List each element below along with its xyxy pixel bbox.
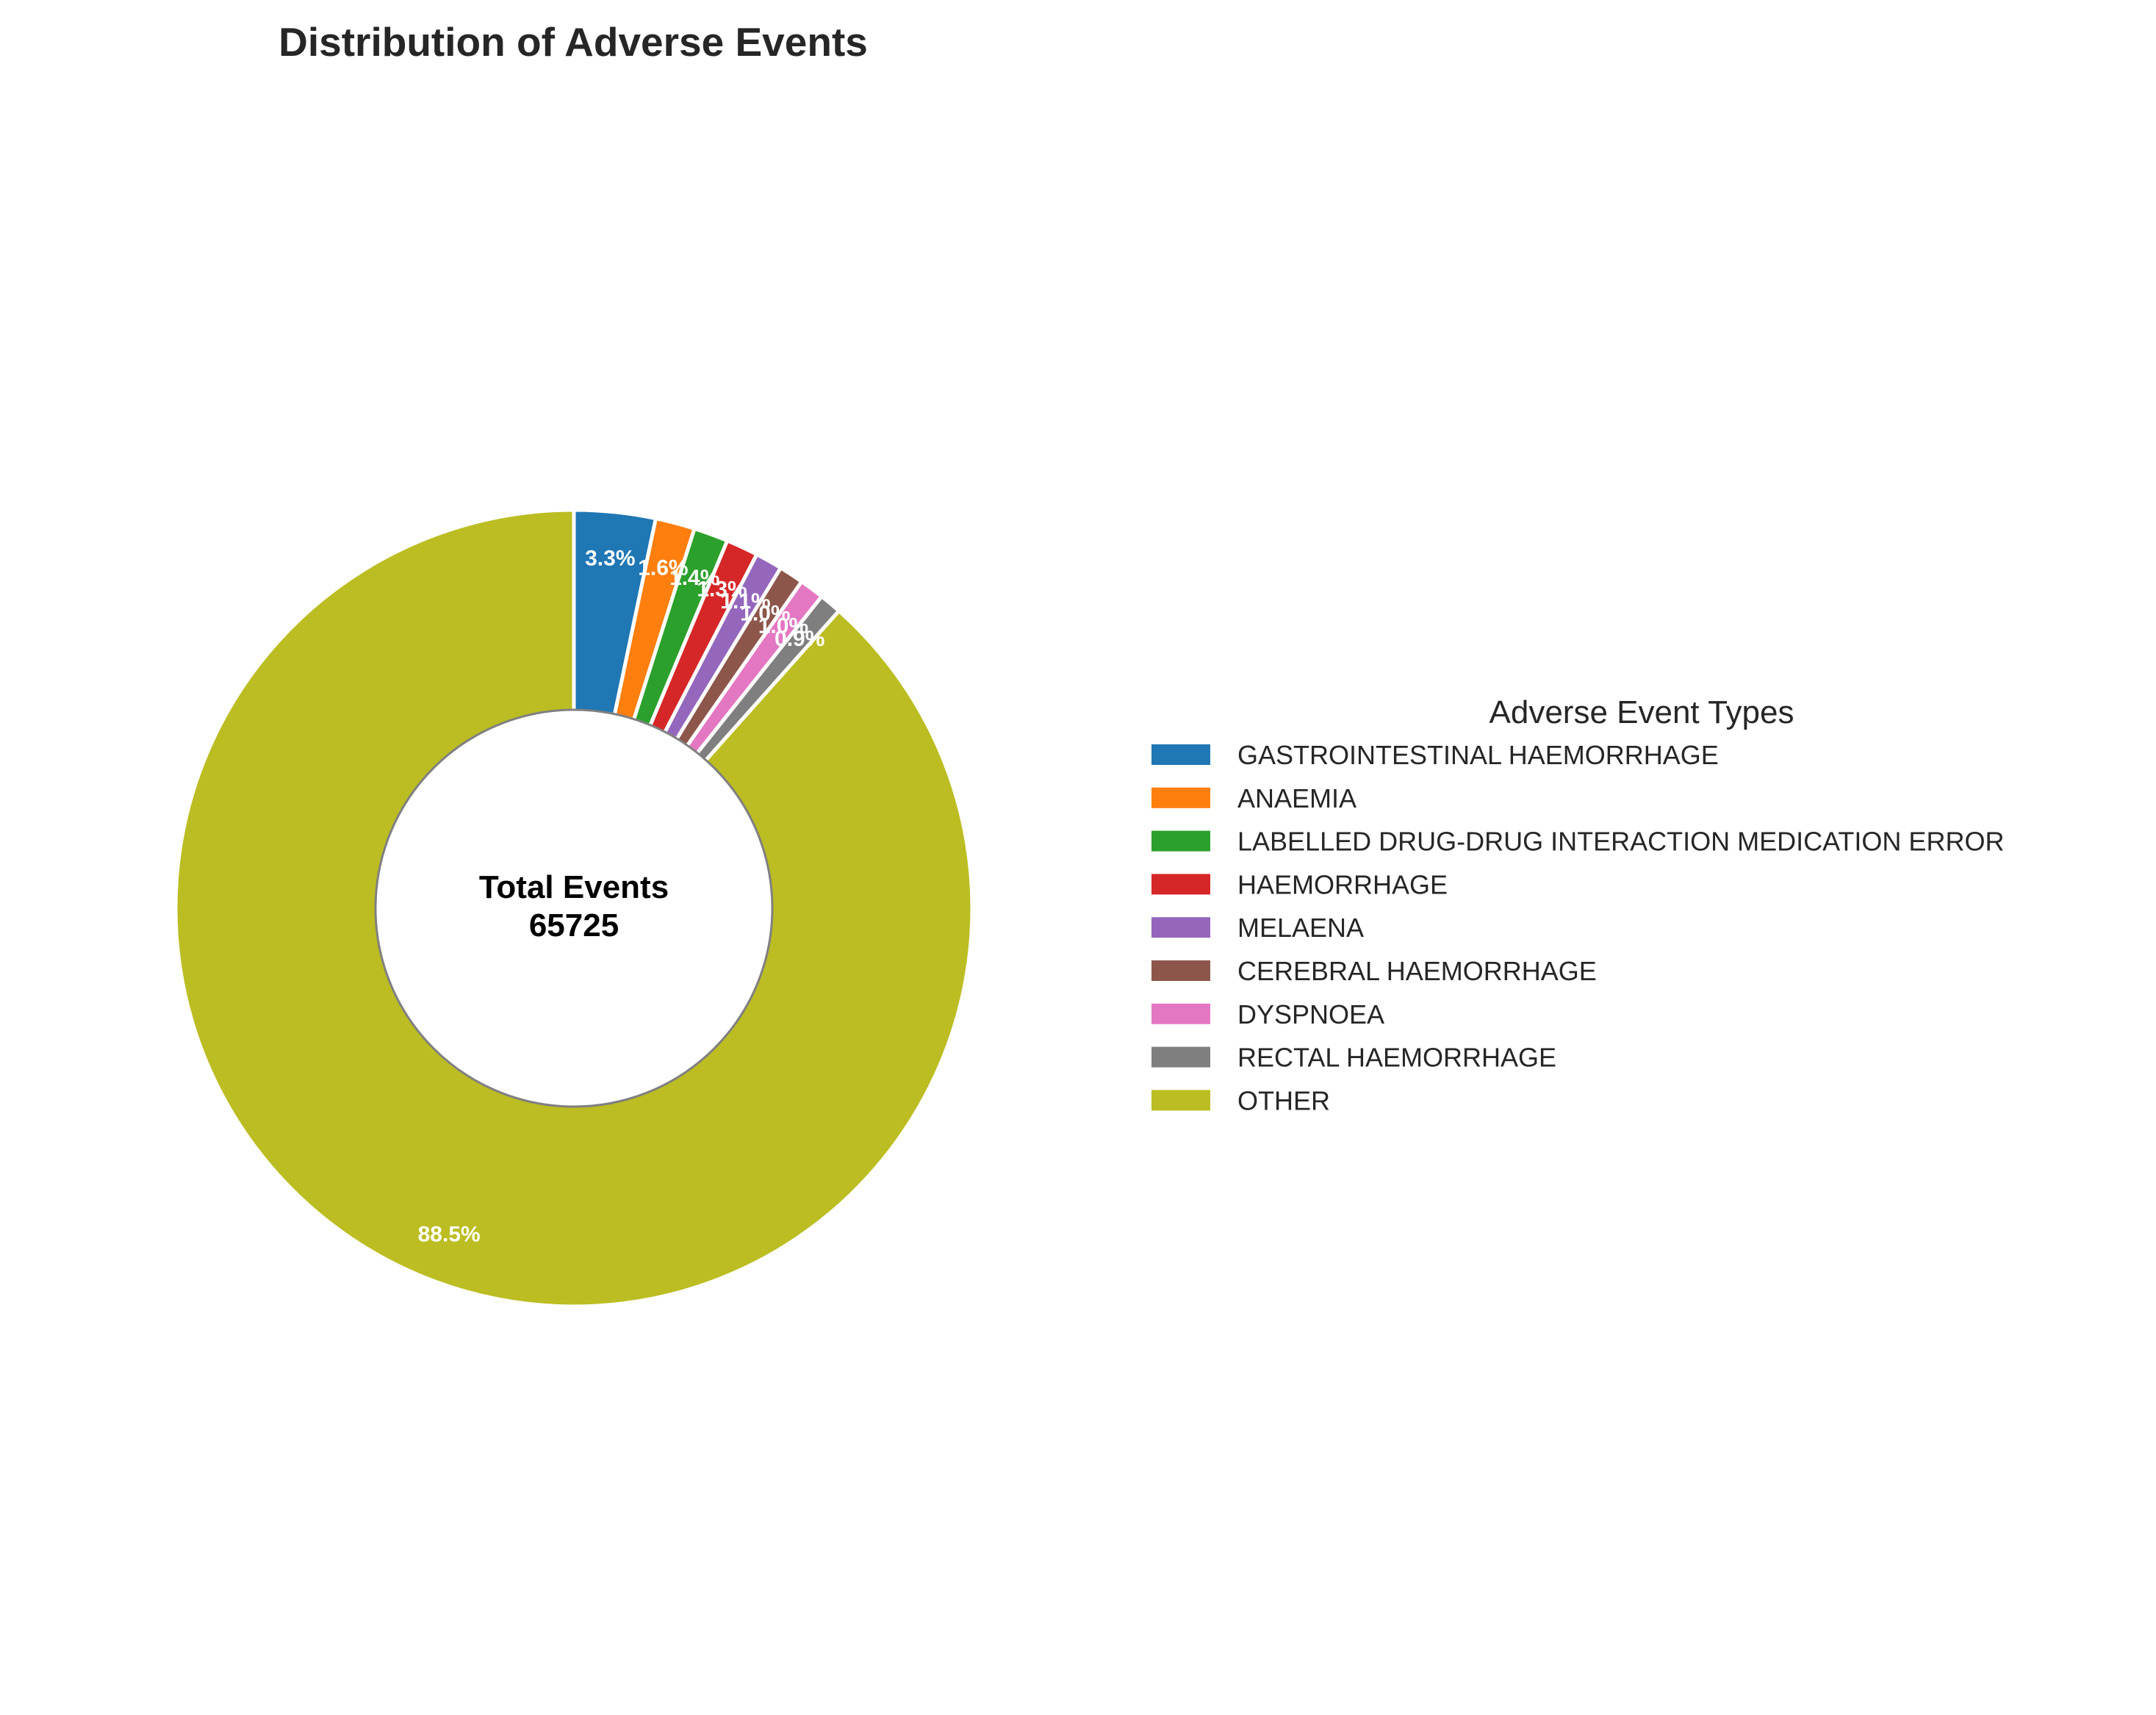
legend-label: ANAEMIA	[1237, 783, 1357, 813]
pct-label-rectal-haemorrhage: 0.9%	[775, 627, 824, 651]
center-total-label: Total Events	[479, 869, 669, 905]
legend-swatch	[1151, 787, 1210, 808]
legend-item-cerebral-haemorrhage: CEREBRAL HAEMORRHAGE	[1151, 956, 1597, 986]
pct-label-gastrointestinal-haemorrhage: 3.3%	[585, 547, 635, 571]
legend-label: CEREBRAL HAEMORRHAGE	[1237, 956, 1597, 986]
legend-title: Adverse Event Types	[1490, 694, 1794, 730]
pct-label-anaemia: 1.6%	[638, 556, 688, 580]
pct-label-cerebral-haemorrhage: 1.0%	[740, 601, 790, 625]
legend-label: DYSPNOEA	[1237, 999, 1384, 1029]
legend-item-dyspnoea: DYSPNOEA	[1151, 999, 1384, 1029]
legend-swatch	[1151, 917, 1210, 938]
chart-title: Distribution of Adverse Events	[279, 19, 868, 65]
pct-label-haemorrhage: 1.3%	[697, 578, 747, 602]
legend-item-gastrointestinal-haemorrhage: GASTROINTESTINAL HAEMORRHAGE	[1151, 740, 1719, 770]
legend-label: RECTAL HAEMORRHAGE	[1237, 1043, 1556, 1073]
legend-label: MELAENA	[1237, 913, 1364, 943]
legend-swatch	[1151, 1046, 1210, 1068]
legend-item-rectal-haemorrhage: RECTAL HAEMORRHAGE	[1151, 1043, 1556, 1073]
legend-item-other: OTHER	[1151, 1085, 1330, 1115]
legend-swatch	[1151, 1090, 1210, 1111]
legend-swatch	[1151, 960, 1210, 981]
legend-swatch	[1151, 1003, 1210, 1024]
legend-item-melaena: MELAENA	[1151, 913, 1364, 943]
legend-swatch	[1151, 874, 1210, 895]
legend: Adverse Event Types GASTROINTESTINAL HAE…	[1151, 694, 2004, 1115]
pct-label-melaena: 1.1%	[720, 589, 770, 614]
legend-label: HAEMORRHAGE	[1237, 869, 1448, 899]
legend-item-anaemia: ANAEMIA	[1151, 783, 1357, 813]
legend-swatch	[1151, 744, 1210, 765]
legend-label: LABELLED DRUG-DRUG INTERACTION MEDICATIO…	[1237, 827, 2004, 857]
legend-item-labelled-drug-drug-interaction-medication-error: LABELLED DRUG-DRUG INTERACTION MEDICATIO…	[1151, 827, 2004, 857]
legend-item-haemorrhage: HAEMORRHAGE	[1151, 869, 1448, 899]
percent-labels: 3.3% 1.6%1.4%1.3%1.1%1.0%1.0%0.9% 88.5%	[418, 547, 825, 1247]
center-total-value: 65725	[529, 907, 619, 943]
legend-label: OTHER	[1237, 1085, 1330, 1115]
legend-label: GASTROINTESTINAL HAEMORRHAGE	[1237, 740, 1719, 770]
pct-label-labelled-drug-drug-interaction-medication-error: 1.4%	[669, 566, 719, 590]
legend-swatch	[1151, 830, 1210, 852]
pct-label-dyspnoea: 1.0%	[758, 614, 808, 638]
legend-items: GASTROINTESTINAL HAEMORRHAGE ANAEMIA LABEL…	[1151, 740, 2004, 1115]
donut-hole	[374, 708, 774, 1108]
pct-label-other: 88.5%	[418, 1223, 481, 1247]
